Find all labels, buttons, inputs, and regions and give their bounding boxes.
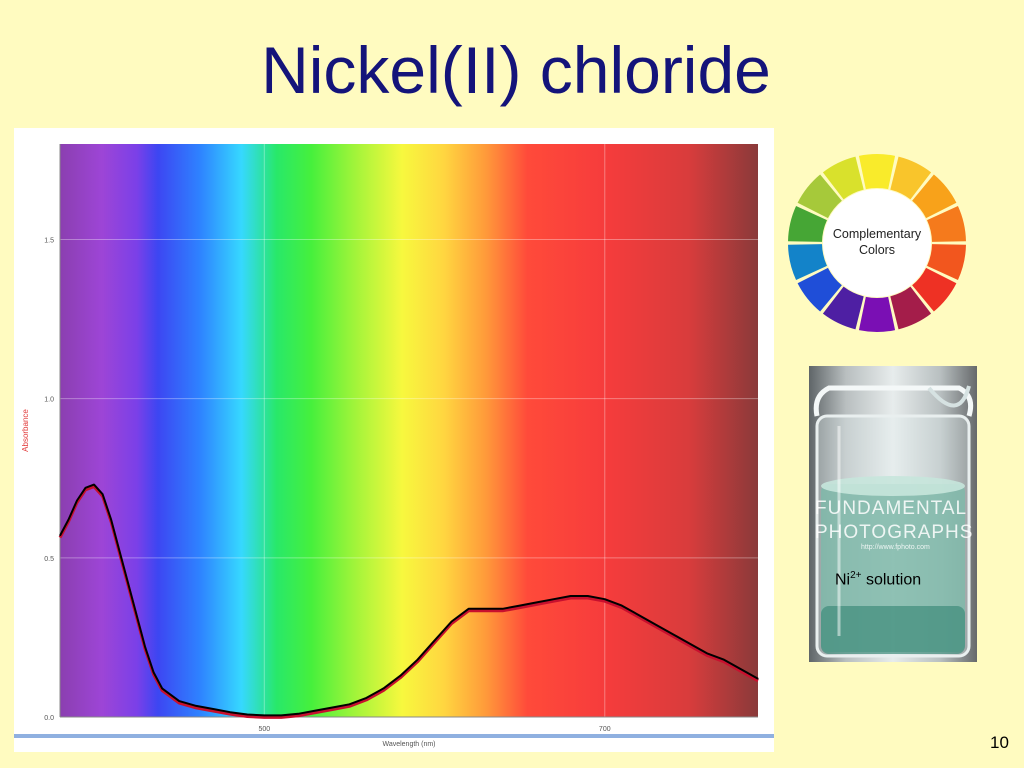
watermark-url: http://www.fphoto.com bbox=[861, 544, 930, 551]
y-tick-label: 1.0 bbox=[44, 397, 54, 404]
color-wheel-segment bbox=[797, 174, 842, 219]
x-tick-label: 500 bbox=[258, 726, 270, 733]
data-point bbox=[348, 703, 351, 705]
data-point bbox=[604, 598, 606, 600]
data-point bbox=[502, 608, 504, 610]
color-wheel-center bbox=[823, 189, 931, 297]
horizontal-scrollbar[interactable] bbox=[14, 734, 774, 738]
data-point bbox=[638, 614, 640, 616]
watermark-line2: PHOTOGRAPHS bbox=[815, 522, 974, 543]
spectrum-background bbox=[60, 144, 758, 717]
data-point bbox=[467, 608, 470, 610]
beaker-label-prefix: Ni bbox=[835, 571, 851, 589]
data-point bbox=[136, 614, 138, 616]
data-point bbox=[195, 705, 197, 707]
beaker-drawing bbox=[813, 385, 974, 658]
data-point bbox=[757, 678, 759, 680]
data-point bbox=[161, 687, 163, 689]
color-wheel-label-line2: Colors bbox=[858, 243, 896, 257]
data-point bbox=[212, 708, 214, 710]
absorbance-chart: 0.0 0.5 1.0 1.5 500 700 Wavelength (nm) Absorba… bbox=[14, 128, 774, 752]
data-point bbox=[314, 710, 316, 712]
data-point bbox=[382, 687, 385, 689]
color-wheel-label-line1: Complementary bbox=[832, 227, 922, 241]
color-wheel-segment bbox=[912, 174, 957, 219]
data-point bbox=[297, 713, 299, 715]
color-wheel-segment bbox=[927, 206, 966, 242]
watermark-line1: FUNDAMENTAL bbox=[815, 498, 968, 519]
color-wheel-segment bbox=[890, 156, 932, 200]
beaker-label: Ni2+ solution bbox=[835, 570, 921, 589]
color-wheel-segment bbox=[890, 286, 932, 330]
color-wheel-segment bbox=[927, 244, 966, 280]
data-point bbox=[399, 675, 402, 677]
data-point bbox=[587, 595, 589, 597]
color-wheel-segment bbox=[788, 206, 827, 242]
data-point bbox=[246, 713, 248, 716]
data-point bbox=[672, 633, 674, 635]
data-point bbox=[536, 601, 538, 603]
series-layer bbox=[58, 483, 759, 719]
series-line bbox=[59, 483, 759, 717]
data-point bbox=[485, 608, 487, 610]
data-point bbox=[93, 484, 95, 486]
data-point bbox=[178, 700, 180, 702]
data-point bbox=[229, 711, 231, 713]
axes: 0.0 0.5 1.0 1.5 500 700 Wavelength (nm) Absorba… bbox=[21, 144, 758, 748]
data-point bbox=[621, 604, 623, 607]
data-point bbox=[76, 499, 78, 502]
slide-title: Nickel(II) chloride bbox=[261, 33, 771, 107]
color-wheel-segment bbox=[858, 296, 896, 333]
data-point bbox=[655, 624, 657, 626]
color-wheel-label: Complementary Colors bbox=[812, 226, 942, 258]
color-wheel-segment bbox=[788, 244, 827, 280]
y-tick-label: 1.5 bbox=[44, 238, 54, 245]
data-point bbox=[59, 534, 61, 537]
data-point bbox=[153, 671, 155, 674]
y-tick-label: 0.5 bbox=[44, 556, 54, 563]
data-point bbox=[433, 640, 436, 642]
color-wheel-segment bbox=[797, 267, 842, 312]
data-point bbox=[331, 706, 333, 709]
data-point bbox=[450, 620, 453, 623]
y-tick-label: 0.0 bbox=[44, 715, 54, 722]
data-point bbox=[263, 714, 265, 717]
data-point bbox=[706, 652, 708, 654]
data-point bbox=[118, 550, 121, 553]
data-point bbox=[144, 646, 146, 648]
data-point bbox=[723, 659, 725, 661]
complementary-color-wheel bbox=[788, 153, 966, 333]
color-wheel-segment bbox=[858, 153, 896, 190]
data-point bbox=[416, 659, 419, 661]
x-axis-label: Wavelength (nm) bbox=[382, 741, 435, 748]
beaker-label-charge: 2+ bbox=[850, 570, 862, 581]
data-point bbox=[110, 519, 112, 521]
data-point bbox=[67, 519, 70, 521]
data-point bbox=[84, 487, 87, 489]
x-tick-label: 700 bbox=[599, 726, 611, 733]
y-axis-label: Absorbance bbox=[21, 409, 30, 452]
color-wheel-segment bbox=[822, 286, 864, 330]
data-point bbox=[365, 697, 368, 699]
color-wheel-segment bbox=[822, 156, 864, 200]
data-point bbox=[101, 493, 104, 495]
data-point bbox=[127, 582, 129, 584]
chart-svg: 0.0 0.5 1.0 1.5 500 700 Wavelength (nm) Absorba… bbox=[14, 144, 774, 748]
data-point bbox=[519, 604, 521, 607]
page-number: 10 bbox=[990, 733, 1009, 752]
data-point bbox=[280, 714, 282, 717]
data-point bbox=[570, 595, 572, 597]
color-wheel-segment bbox=[912, 267, 957, 312]
data-point bbox=[553, 598, 555, 600]
beaker-label-suffix: solution bbox=[861, 571, 922, 589]
data-point bbox=[740, 668, 742, 670]
data-point bbox=[689, 643, 691, 645]
beaker-photo: FUNDAMENTAL PHOTOGRAPHS http://www.fphot… bbox=[809, 366, 977, 662]
